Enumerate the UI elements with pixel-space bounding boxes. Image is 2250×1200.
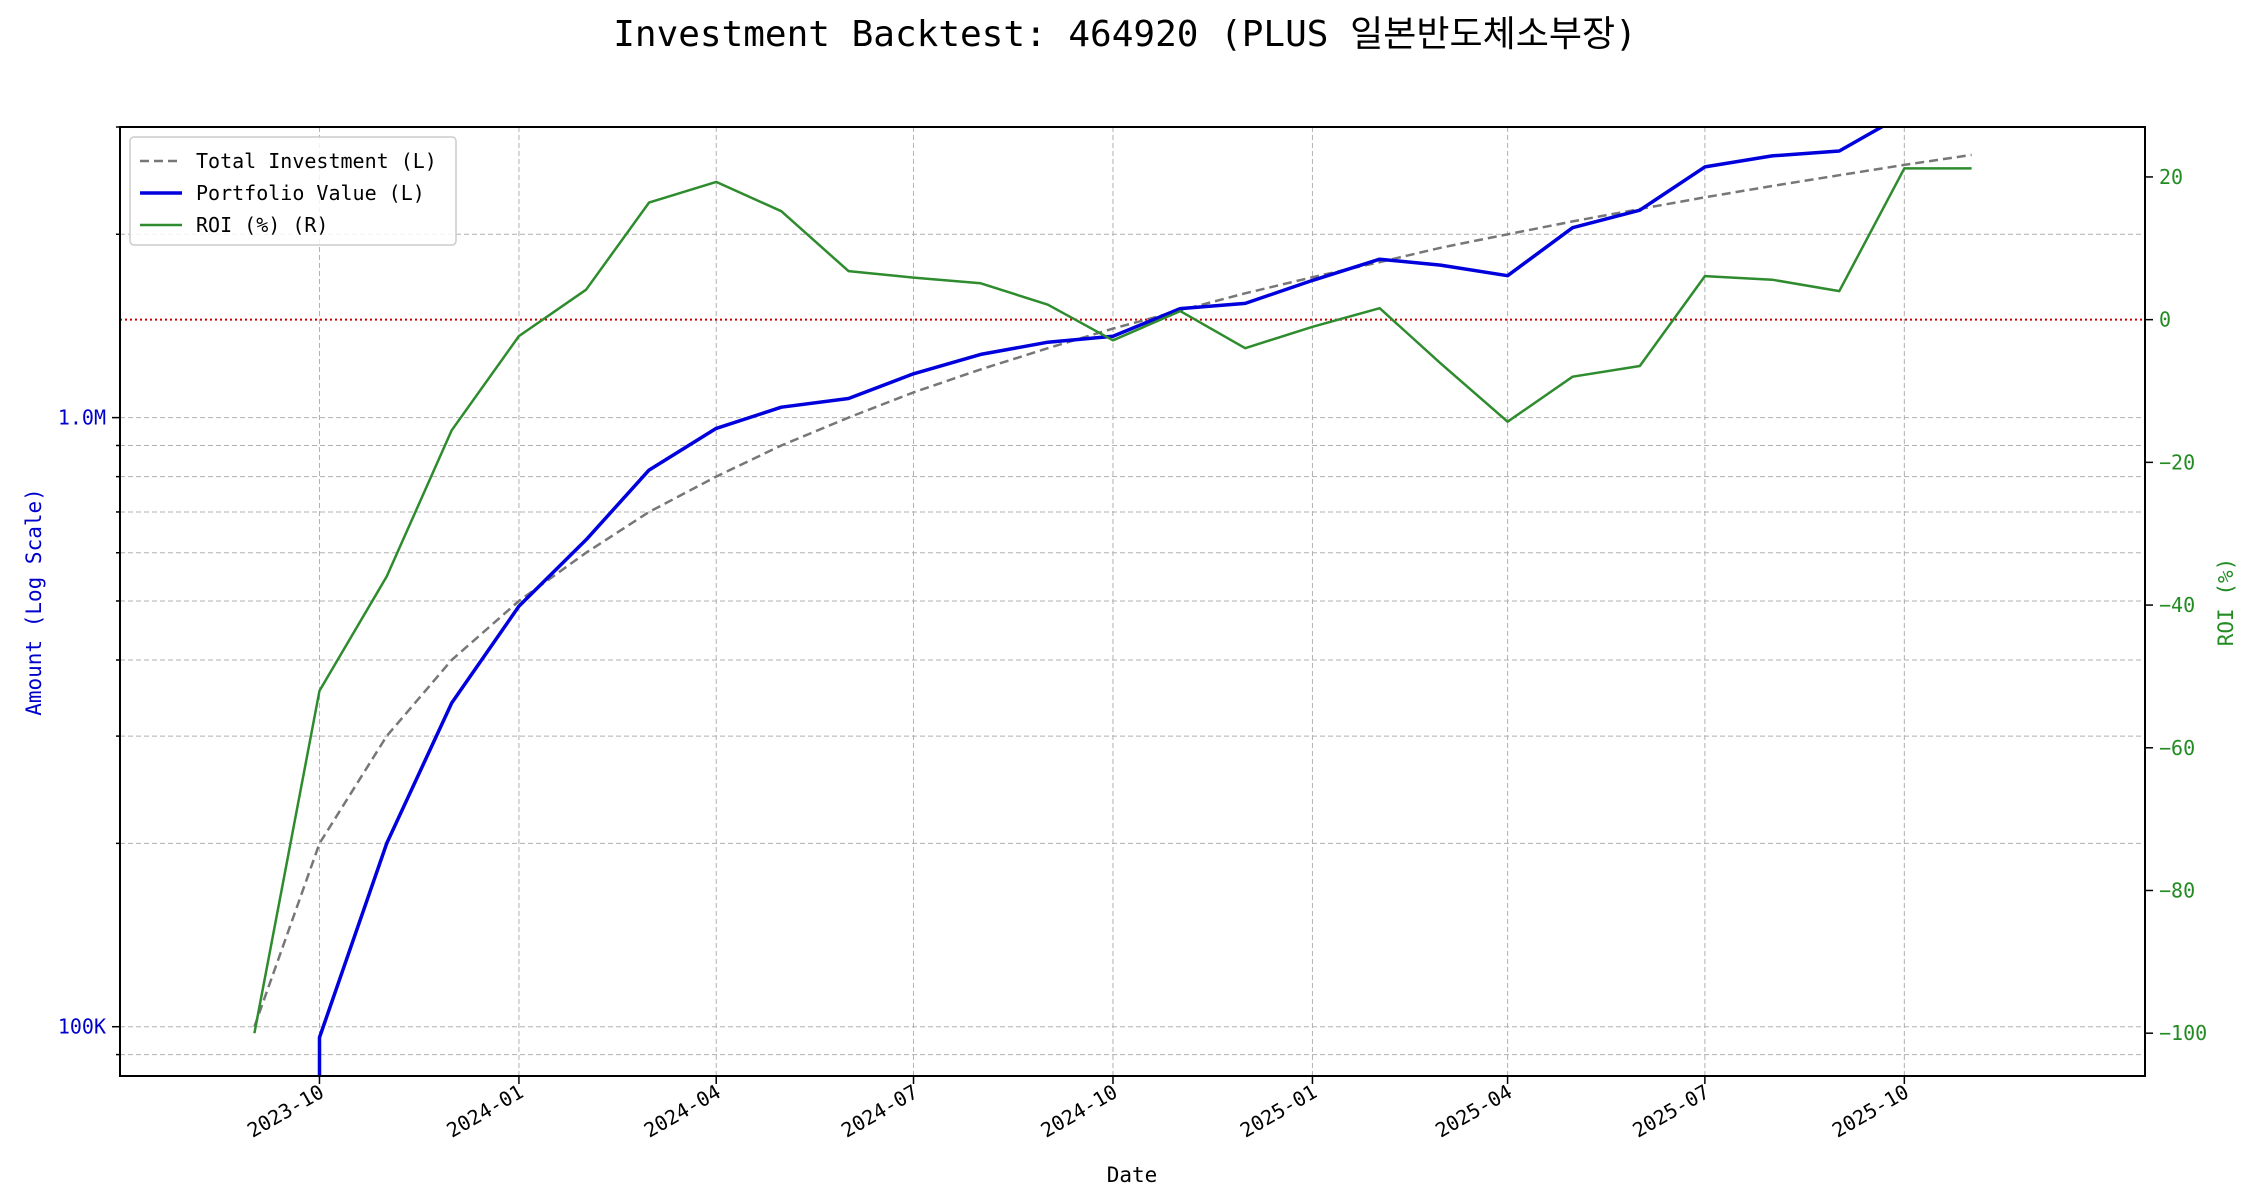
x-axis: 2023-10 2024-01 2024-04 2024-07 2024-10 2025-…: [243, 1076, 1913, 1142]
x-tick-label: 2025-01: [1236, 1080, 1321, 1143]
right-axis-label: ROI (%): [2214, 558, 2238, 647]
grid: [120, 126, 2145, 1076]
legend-box: [129, 136, 457, 246]
x-tick-label: 2023-10: [243, 1080, 328, 1143]
right-tick-label: −20: [2159, 450, 2195, 474]
x-tick-label: 2025-04: [1431, 1080, 1516, 1143]
series-line-1: [317, 127, 1886, 1076]
right-tick-label: 20: [2159, 165, 2183, 189]
legend-entry-label: Portfolio Value (L): [196, 181, 425, 205]
right-tick-label: −100: [2159, 1021, 2207, 1045]
left-tick-label: 1.0M: [58, 406, 106, 430]
plot-frame: [119, 126, 2146, 1077]
legend-entry-label: Total Investment (L): [196, 149, 437, 173]
series-line-2: [253, 167, 1972, 1034]
left-tick-label: 100K: [58, 1015, 106, 1039]
chart-title: Investment Backtest: 464920 (PLUS 일본반도체소…: [613, 14, 1637, 55]
x-tick-label: 2024-01: [442, 1080, 527, 1143]
left-axis-label: Amount (Log Scale): [22, 488, 46, 716]
right-tick-label: 0: [2159, 308, 2171, 332]
right-tick-label: −60: [2159, 736, 2195, 760]
x-tick-label: 2024-10: [1036, 1080, 1121, 1143]
legend: Total Investment (L) Portfolio Value (L) R…: [129, 136, 457, 246]
right-axis: −100 −80 −60 −40 −20 0 20: [2145, 165, 2207, 1045]
x-axis-label: Date: [1107, 1163, 1158, 1187]
right-tick-label: −80: [2159, 878, 2195, 902]
x-tick-label: 2024-07: [837, 1080, 922, 1143]
x-tick-label: 2025-10: [1828, 1080, 1913, 1143]
legend-entry-label: ROI (%) (R): [196, 213, 328, 237]
x-tick-label: 2024-04: [640, 1080, 725, 1143]
left-axis: 100K 1.0M: [58, 126, 120, 1056]
x-tick-label: 2025-07: [1628, 1080, 1713, 1143]
right-tick-label: −40: [2159, 593, 2195, 617]
series-lines: [253, 127, 1972, 1076]
